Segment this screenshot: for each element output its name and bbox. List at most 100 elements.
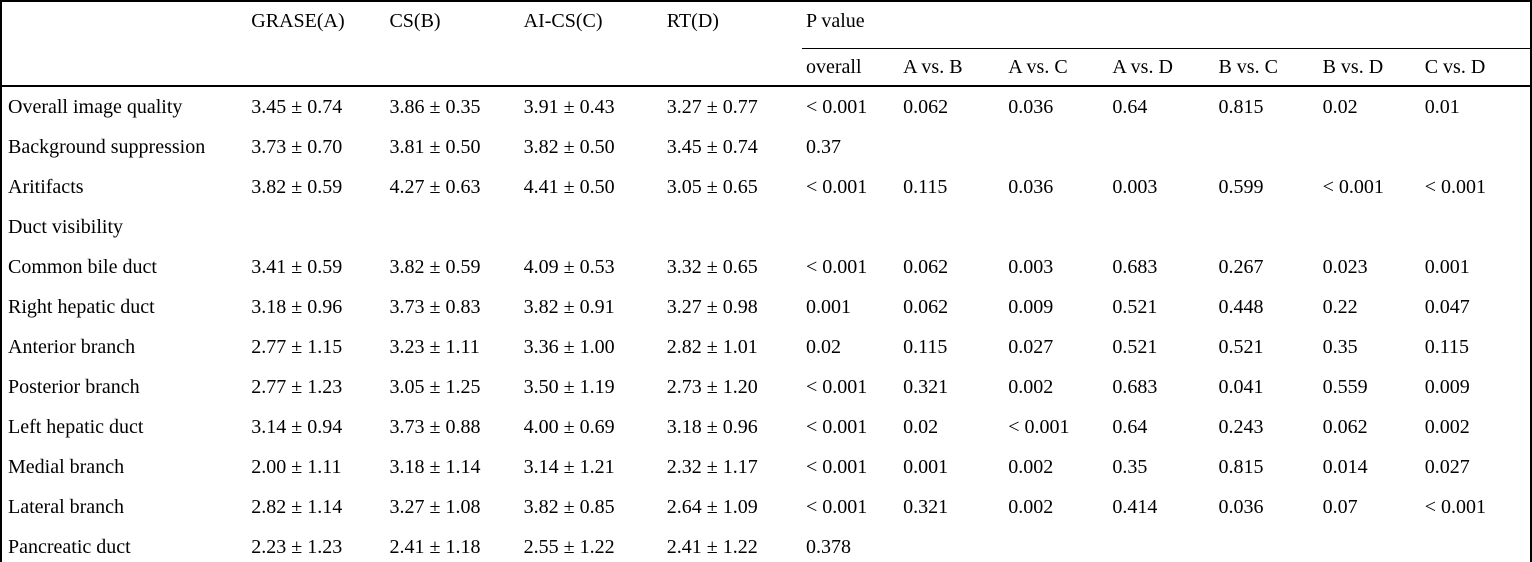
- table-row: Left hepatic duct 3.14 ± 0.94 3.73 ± 0.88 4…: [1, 407, 1531, 447]
- table-header: GRASE(A) CS(B) AI-CS(C) RT(D) P value ov…: [1, 1, 1531, 86]
- row-label: Pancreatic duct: [8, 535, 131, 558]
- p-value-cell: 0.003: [1112, 175, 1158, 198]
- p-value-cell: 0.414: [1112, 495, 1158, 518]
- table-row: Lateral branch 2.82 ± 1.14 3.27 ± 1.08 3.82…: [1, 487, 1531, 527]
- p-value-cell: 0.001: [903, 455, 949, 478]
- p-value-cell: 0.027: [1008, 335, 1054, 358]
- p-value-cell: 0.009: [1008, 295, 1054, 318]
- column-header-cs: CS(B): [389, 10, 441, 32]
- p-value-cell: [899, 127, 1004, 167]
- table-row: Background suppression 3.73 ± 0.70 3.81 ± …: [1, 127, 1531, 167]
- p-value-cell: [1108, 207, 1214, 247]
- p-value-cell: 0.003: [1008, 255, 1054, 278]
- mean-sd-cell: 2.77 ± 1.23: [251, 375, 343, 398]
- row-label: Common bile duct: [8, 255, 157, 278]
- p-value-cell: 0.07: [1322, 495, 1358, 518]
- p-value-cell: [1004, 527, 1108, 562]
- table-row: Right hepatic duct 3.18 ± 0.96 3.73 ± 0.83…: [1, 287, 1531, 327]
- p-value-cell: [1421, 127, 1531, 167]
- row-label: Lateral branch: [8, 495, 125, 518]
- mean-sd-cell: 3.81 ± 0.50: [389, 135, 481, 158]
- p-value-cell: 0.047: [1424, 295, 1470, 318]
- p-value-cell: [802, 207, 899, 247]
- mean-sd-cell: 3.50 ± 1.19: [523, 375, 615, 398]
- mean-sd-cell: 3.82 ± 0.59: [389, 255, 481, 278]
- p-value-cell: 0.448: [1218, 295, 1264, 318]
- p-value-cell: 0.115: [1424, 335, 1469, 358]
- row-label: Anterior branch: [8, 335, 136, 358]
- p-value-cell: 0.64: [1112, 415, 1148, 438]
- subheader-b-vs-c: B vs. C: [1218, 55, 1278, 78]
- p-value-cell: 0.815: [1218, 95, 1264, 118]
- p-value-cell: [1004, 127, 1108, 167]
- p-value-cell: 0.243: [1218, 415, 1264, 438]
- mean-sd-cell: 3.73 ± 0.88: [389, 415, 481, 438]
- mean-sd-cell: 2.32 ± 1.17: [666, 455, 758, 478]
- mean-sd-cell: 3.18 ± 1.14: [389, 455, 481, 478]
- mean-sd-cell: 4.27 ± 0.63: [389, 175, 481, 198]
- p-value-cell: [1108, 527, 1214, 562]
- mean-sd-cell: [663, 207, 802, 247]
- p-value-cell: 0.01: [1424, 95, 1460, 118]
- p-value-cell: < 0.001: [805, 375, 868, 398]
- p-value-cell: 0.35: [1322, 335, 1358, 358]
- mean-sd-cell: 3.45 ± 0.74: [666, 135, 758, 158]
- p-value-cell: < 0.001: [805, 95, 868, 118]
- mean-sd-cell: 3.41 ± 0.59: [251, 255, 343, 278]
- mean-sd-cell: [247, 207, 385, 247]
- p-value-cell: [1421, 207, 1531, 247]
- p-value-cell: [1214, 207, 1318, 247]
- p-value-cell: [1421, 527, 1531, 562]
- mean-sd-cell: 3.18 ± 0.96: [666, 415, 758, 438]
- p-value-cell: 0.002: [1008, 375, 1054, 398]
- p-value-cell: 0.37: [805, 135, 841, 158]
- mean-sd-cell: [385, 207, 519, 247]
- table-row: Duct visibility: [1, 207, 1531, 247]
- mean-sd-cell: 2.82 ± 1.14: [251, 495, 343, 518]
- column-header-grase: GRASE(A): [251, 10, 345, 32]
- p-value-cell: 0.35: [1112, 455, 1148, 478]
- mean-sd-cell: 3.82 ± 0.59: [251, 175, 343, 198]
- mean-sd-cell: 2.00 ± 1.11: [251, 455, 342, 478]
- p-value-cell: 0.521: [1218, 335, 1264, 358]
- p-value-cell: < 0.001: [805, 455, 868, 478]
- p-value-cell: 0.321: [903, 375, 949, 398]
- p-value-cell: 0.009: [1424, 375, 1470, 398]
- table-row: Anterior branch 2.77 ± 1.15 3.23 ± 1.11 3.3…: [1, 327, 1531, 367]
- subheader-c-vs-d: C vs. D: [1424, 55, 1486, 78]
- mean-sd-cell: 2.55 ± 1.22: [523, 535, 615, 558]
- p-value-cell: 0.036: [1008, 95, 1054, 118]
- mean-sd-cell: 3.82 ± 0.50: [523, 135, 615, 158]
- p-value-cell: [1319, 127, 1421, 167]
- p-value-cell: 0.521: [1112, 295, 1158, 318]
- mean-sd-cell: 3.91 ± 0.43: [523, 95, 615, 118]
- mean-sd-cell: 2.64 ± 1.09: [666, 495, 758, 518]
- mean-sd-cell: 3.82 ± 0.85: [523, 495, 615, 518]
- p-value-cell: 0.062: [903, 255, 949, 278]
- mean-sd-cell: 2.82 ± 1.01: [666, 335, 758, 358]
- mean-sd-cell: 3.23 ± 1.11: [389, 335, 480, 358]
- p-value-cell: 0.001: [1424, 255, 1470, 278]
- subheader-a-vs-d: A vs. D: [1112, 55, 1173, 78]
- subheader-overall: overall: [805, 55, 862, 78]
- mean-sd-cell: 3.73 ± 0.83: [389, 295, 481, 318]
- p-value-cell: < 0.001: [805, 415, 868, 438]
- p-value-cell: 0.062: [903, 295, 949, 318]
- subheader-b-vs-d: B vs. D: [1322, 55, 1384, 78]
- p-value-cell: 0.001: [805, 295, 851, 318]
- p-value-cell: 0.02: [903, 415, 939, 438]
- mean-sd-cell: 3.73 ± 0.70: [251, 135, 343, 158]
- p-value-cell: 0.683: [1112, 255, 1158, 278]
- mean-sd-cell: 3.36 ± 1.00: [523, 335, 615, 358]
- mean-sd-cell: 2.41 ± 1.22: [666, 535, 758, 558]
- p-value-cell: 0.683: [1112, 375, 1158, 398]
- mean-sd-cell: 3.86 ± 0.35: [389, 95, 481, 118]
- p-value-cell: [1108, 127, 1214, 167]
- row-label: Aritifacts: [8, 175, 84, 198]
- p-value-cell: 0.02: [805, 335, 841, 358]
- mean-sd-cell: [520, 207, 663, 247]
- row-label: Duct visibility: [8, 215, 123, 238]
- mean-sd-cell: 3.27 ± 1.08: [389, 495, 481, 518]
- p-value-cell: 0.267: [1218, 255, 1264, 278]
